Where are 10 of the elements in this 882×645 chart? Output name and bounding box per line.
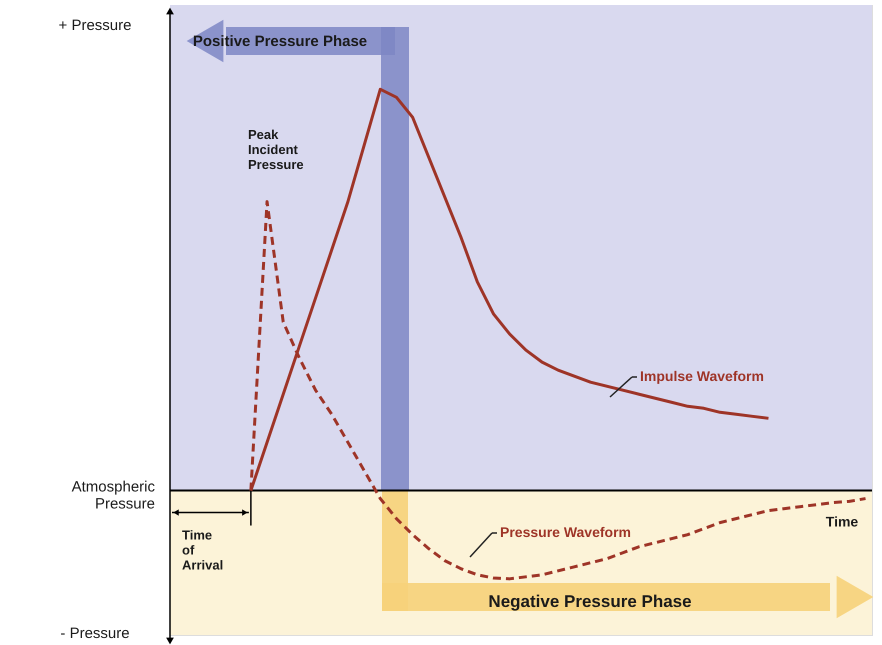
text: - Pressure [60, 625, 130, 642]
annotation: Time of Arrival [182, 528, 224, 573]
text: Atmospheric Pressure [72, 478, 156, 513]
x-axis-title: Time [826, 514, 858, 530]
text: + Pressure [58, 17, 132, 34]
annotation: Peak Incident Pressure [248, 127, 304, 172]
text: Negative Pressure Phase [488, 592, 692, 611]
series-label: Impulse Waveform [640, 368, 764, 384]
text: Positive Pressure Phase [192, 33, 368, 50]
series-label: Pressure Waveform [500, 524, 631, 540]
